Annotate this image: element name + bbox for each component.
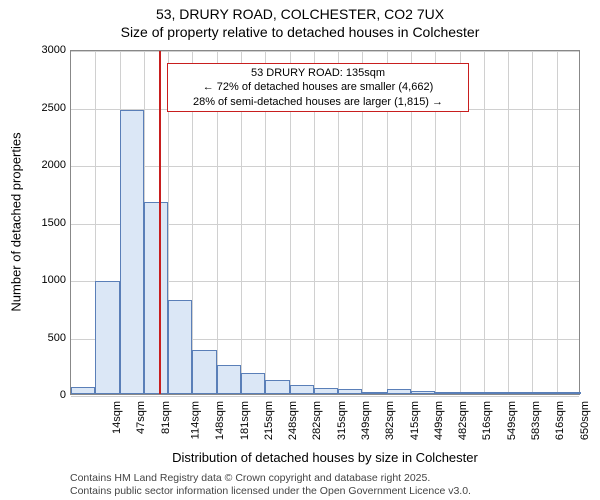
bar	[168, 300, 192, 394]
x-tick-label: 516sqm	[482, 401, 494, 440]
footer-line-1: Contains HM Land Registry data © Crown c…	[70, 472, 471, 485]
bar	[217, 365, 241, 394]
x-tick-label: 181sqm	[239, 401, 251, 440]
bar	[192, 350, 216, 394]
x-tick-label: 349sqm	[360, 401, 372, 440]
bar	[532, 392, 556, 394]
bar	[460, 392, 484, 394]
bar	[265, 380, 289, 394]
bar	[338, 389, 362, 394]
x-tick-label: 382sqm	[384, 401, 396, 440]
x-tick-label: 47sqm	[135, 401, 147, 434]
x-tick-label: 449sqm	[433, 401, 445, 440]
x-tick-label: 282sqm	[312, 401, 324, 440]
x-tick-label: 549sqm	[506, 401, 518, 440]
x-tick-label: 650sqm	[579, 401, 591, 440]
plot-area: 53 DRURY ROAD: 135sqm ← 72% of detached …	[70, 50, 580, 395]
x-tick-label: 14sqm	[111, 401, 123, 434]
x-tick-label: 148sqm	[214, 401, 226, 440]
y-tick-label: 0	[6, 389, 66, 401]
bar	[484, 392, 508, 394]
y-tick-label: 2500	[6, 102, 66, 114]
property-marker-line	[159, 51, 161, 394]
x-tick-label: 616sqm	[554, 401, 566, 440]
bar	[314, 388, 338, 394]
bar	[290, 385, 314, 394]
x-tick-label: 583sqm	[530, 401, 542, 440]
bar	[387, 389, 411, 394]
y-tick-label: 1000	[6, 274, 66, 286]
x-tick-label: 315sqm	[336, 401, 348, 440]
bar	[362, 392, 386, 394]
chart-container: 53, DRURY ROAD, COLCHESTER, CO2 7UX Size…	[0, 0, 600, 500]
y-tick-label: 500	[6, 332, 66, 344]
x-tick-label: 248sqm	[287, 401, 299, 440]
bar	[144, 202, 168, 394]
bar	[120, 110, 144, 394]
bar	[435, 392, 459, 394]
bar	[508, 392, 532, 394]
bar	[411, 391, 435, 394]
chart-title-line1: 53, DRURY ROAD, COLCHESTER, CO2 7UX	[0, 6, 600, 22]
y-tick-label: 3000	[6, 44, 66, 56]
x-tick-label: 482sqm	[457, 401, 469, 440]
annotation-line-2: ← 72% of detached houses are smaller (4,…	[174, 80, 462, 94]
chart-title-line2: Size of property relative to detached ho…	[0, 24, 600, 40]
y-tick-label: 1500	[6, 217, 66, 229]
bar	[241, 373, 265, 394]
x-axis-label: Distribution of detached houses by size …	[70, 450, 580, 465]
x-tick-label: 114sqm	[189, 401, 201, 439]
x-tick-label: 81sqm	[160, 401, 172, 434]
gridline-h	[71, 396, 579, 397]
footer-line-2: Contains public sector information licen…	[70, 485, 471, 498]
bar	[71, 387, 95, 394]
annotation-line-1: 53 DRURY ROAD: 135sqm	[174, 66, 462, 80]
annotation-line-3: 28% of semi-detached houses are larger (…	[174, 95, 462, 109]
x-tick-label: 415sqm	[409, 401, 421, 440]
annotation-box: 53 DRURY ROAD: 135sqm ← 72% of detached …	[167, 63, 469, 112]
bar	[557, 392, 581, 394]
y-tick-label: 2000	[6, 159, 66, 171]
bar	[95, 281, 119, 394]
chart-footer: Contains HM Land Registry data © Crown c…	[70, 472, 471, 498]
x-tick-label: 215sqm	[263, 401, 275, 440]
